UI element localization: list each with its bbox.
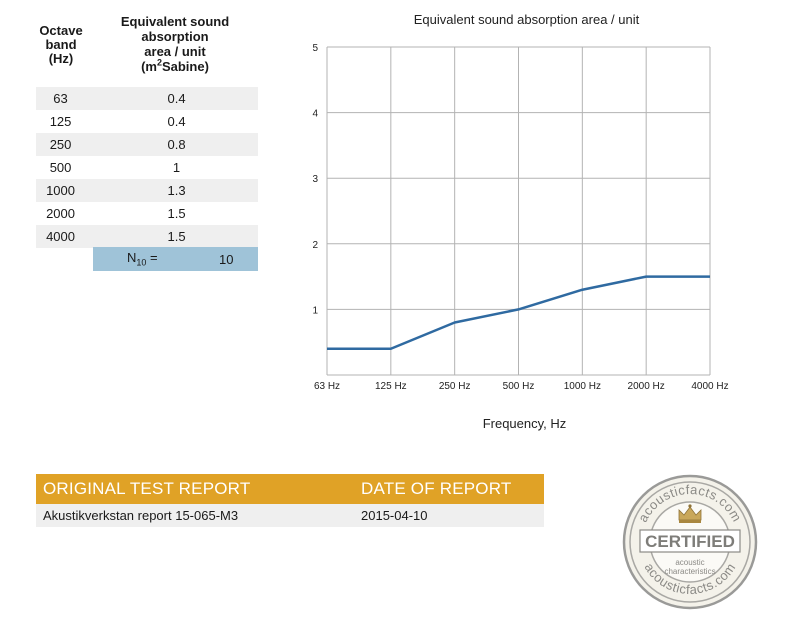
- seal-middle-ring: [629, 481, 751, 603]
- header-absorption-area: Equivalent sound absorption area / unit …: [100, 14, 250, 74]
- y-tick-label: 3: [312, 174, 318, 185]
- value-cell: 1.5: [167, 206, 186, 221]
- x-tick-label: 4000 Hz: [691, 381, 728, 392]
- report-row: Akustikverkstan report 15-065-M3 2015-04…: [36, 504, 544, 527]
- unit-open: (m: [141, 59, 157, 74]
- table-row: 125 0.4: [36, 110, 258, 133]
- value-cell: 0.4: [167, 91, 186, 106]
- table-row: 2000 1.5: [36, 202, 258, 225]
- y-tick-label: 5: [312, 43, 318, 54]
- x-tick-label: 250 Hz: [439, 381, 471, 392]
- seal-certified-text: CERTIFIED: [645, 532, 735, 551]
- n10-label: N10 =: [127, 250, 158, 268]
- certified-banner: [639, 529, 741, 553]
- y-tick-label: 4: [312, 109, 318, 120]
- report-header-right: DATE OF REPORT: [361, 479, 512, 498]
- table-row: 1000 1.3: [36, 179, 258, 202]
- unit-superscript: 2: [156, 57, 162, 68]
- header-octave-band: Octave band (Hz): [36, 24, 86, 66]
- unit-close: Sabine): [161, 59, 209, 74]
- x-tick-label: 125 Hz: [375, 381, 407, 392]
- certified-seal: acousticfacts.com acousticfacts.com CERT…: [622, 474, 758, 610]
- table-body: 63 0.4 125 0.4 250 0.8 500 1 1000 1.3 2000 1.5…: [36, 87, 258, 248]
- test-report-panel: ORIGINAL TEST REPORT DATE OF REPORT Akus…: [36, 474, 544, 527]
- report-name: Akustikverkstan report 15-065-M3: [43, 508, 239, 523]
- seal-line-1: acoustic: [675, 558, 704, 567]
- report-header-left: ORIGINAL TEST REPORT: [43, 479, 251, 498]
- table-row: 63 0.4: [36, 87, 258, 110]
- y-tick-label: 1: [312, 305, 318, 316]
- chart-title: Equivalent sound absorption area / unit: [414, 12, 640, 27]
- absorption-line-chart: Equivalent sound absorption area / unit 1…: [312, 12, 728, 431]
- band-cell: 500: [49, 160, 72, 175]
- band-cell: 1000: [46, 183, 75, 198]
- table-row: 250 0.8: [36, 133, 258, 156]
- header-abs-line-1: Equivalent sound: [120, 14, 230, 29]
- n10-value: 10: [219, 251, 234, 267]
- table-row: 4000 1.5: [36, 225, 258, 248]
- x-tick-label: 63 Hz: [314, 381, 340, 392]
- header-abs-unit: (m2Sabine): [100, 57, 250, 74]
- header-band-line-2: band: [45, 37, 77, 52]
- seal-line-2: characteristics: [664, 567, 715, 576]
- n10-summary: N10 = 10: [93, 247, 258, 271]
- table-header: Octave band (Hz) Equivalent sound absorp…: [36, 14, 258, 86]
- value-cell: 0.4: [167, 114, 186, 129]
- x-axis-label: Frequency, Hz: [483, 416, 567, 431]
- band-cell: 4000: [46, 229, 75, 244]
- band-cell: 63: [53, 91, 68, 106]
- report-date: 2015-04-10: [361, 508, 428, 523]
- header-abs-line-3: area / unit: [144, 44, 206, 59]
- header-band-line-3: (Hz): [48, 51, 74, 66]
- n10-label-eq: =: [146, 250, 158, 266]
- n10-label-sub: 10: [136, 257, 147, 268]
- x-tick-label: 1000 Hz: [564, 381, 601, 392]
- table-row: 500 1: [36, 156, 258, 179]
- crown-icon: [678, 504, 702, 523]
- report-header: ORIGINAL TEST REPORT DATE OF REPORT: [36, 474, 544, 504]
- absorption-table: Octave band (Hz) Equivalent sound absorp…: [36, 14, 258, 271]
- n10-label-main: N: [127, 250, 137, 266]
- x-tick-label: 500 Hz: [503, 381, 535, 392]
- header-abs-line-2: absorption: [141, 29, 209, 44]
- value-cell: 1: [172, 160, 181, 175]
- value-cell: 0.8: [167, 137, 186, 152]
- band-cell: 125: [49, 114, 72, 129]
- header-band-line-1: Octave: [39, 23, 83, 38]
- y-tick-label: 2: [312, 240, 318, 251]
- value-cell: 1.3: [167, 183, 186, 198]
- x-tick-label: 2000 Hz: [628, 381, 665, 392]
- value-cell: 1.5: [167, 229, 186, 244]
- band-cell: 2000: [46, 206, 75, 221]
- band-cell: 250: [49, 137, 72, 152]
